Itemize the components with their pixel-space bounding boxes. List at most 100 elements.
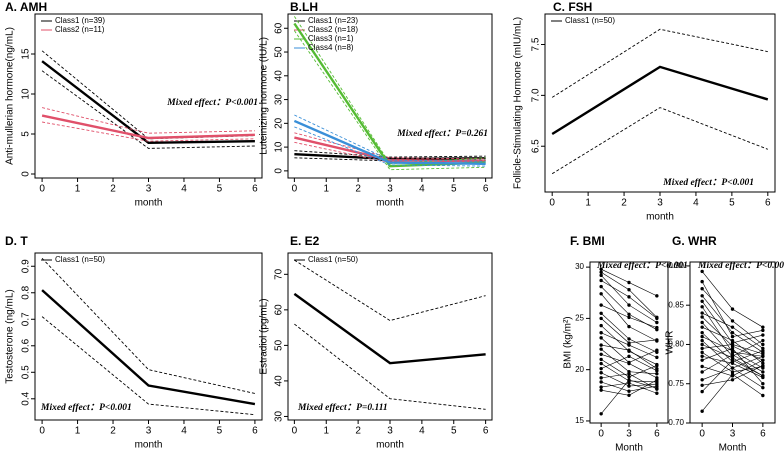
subject-point bbox=[700, 342, 704, 347]
x-tick-label: 4 bbox=[419, 184, 425, 195]
x-tick-label: 6 bbox=[654, 429, 660, 440]
subject-point bbox=[730, 358, 735, 362]
ci-line bbox=[294, 126, 486, 167]
subject-point bbox=[761, 349, 765, 353]
panel-title: A. AMH bbox=[5, 0, 47, 14]
subject-point bbox=[627, 295, 631, 299]
ci-line bbox=[294, 323, 486, 410]
y-tick-label: 7.5 bbox=[531, 37, 542, 51]
x-axis-label: month bbox=[135, 440, 163, 451]
x-tick-label: 1 bbox=[323, 426, 329, 437]
x-tick-label: 2 bbox=[621, 198, 627, 209]
y-tick-label: 60 bbox=[274, 22, 285, 34]
y-tick-label: 0 bbox=[21, 171, 32, 177]
subject-point bbox=[599, 311, 603, 315]
mean-line bbox=[41, 114, 255, 140]
legend-label: Class1 (n=50) bbox=[308, 255, 358, 264]
subject-point bbox=[761, 338, 765, 343]
subject-point bbox=[700, 383, 704, 388]
x-tick-label: 0 bbox=[598, 429, 604, 440]
y-tick-label: 40 bbox=[274, 375, 285, 387]
subject-point bbox=[700, 409, 704, 413]
ci-line bbox=[41, 107, 255, 134]
subject-point bbox=[761, 346, 765, 351]
x-tick-label: 0 bbox=[699, 429, 705, 440]
y-tick-label: 10 bbox=[274, 141, 285, 153]
subject-point bbox=[599, 412, 603, 416]
mean-line bbox=[293, 119, 486, 165]
subject-point bbox=[700, 294, 704, 298]
y-tick-label: 50 bbox=[274, 339, 285, 351]
subject-point bbox=[599, 284, 603, 289]
panel-title: E. E2 bbox=[290, 234, 320, 248]
subject-point bbox=[599, 361, 603, 366]
x-tick-label: 5 bbox=[217, 426, 223, 437]
mean-line bbox=[551, 65, 769, 136]
subject-point bbox=[730, 349, 735, 353]
y-axis-label: Anti-mullerian hormone(ng/mL) bbox=[5, 27, 16, 165]
subject-point bbox=[627, 393, 631, 398]
subject-point bbox=[761, 352, 765, 356]
annotation: Mixed effect：P<0.001 bbox=[40, 403, 132, 413]
x-tick-label: 1 bbox=[323, 184, 329, 195]
subject-point bbox=[700, 378, 704, 382]
subject-point bbox=[700, 338, 704, 343]
subject-point bbox=[761, 358, 765, 362]
y-tick-label: 6.5 bbox=[531, 139, 542, 153]
y-tick-label: 0.80 bbox=[668, 340, 684, 349]
subject-point bbox=[599, 303, 603, 307]
panel-title: F. BMI bbox=[570, 234, 605, 248]
subject-point bbox=[761, 333, 765, 337]
legend-label: Class1 (n=50) bbox=[55, 255, 105, 264]
subject-point bbox=[730, 356, 735, 360]
x-axis-label: month bbox=[135, 198, 163, 209]
x-tick-label: 5 bbox=[729, 198, 735, 209]
subject-point bbox=[627, 375, 631, 379]
x-tick-label: 1 bbox=[75, 426, 81, 437]
subject-point bbox=[730, 370, 735, 374]
subject-point bbox=[655, 355, 659, 360]
ci-line bbox=[294, 30, 486, 171]
ci-line bbox=[294, 150, 486, 158]
subject-point bbox=[730, 334, 735, 339]
y-tick-label: 0.7 bbox=[21, 312, 32, 326]
subject-point bbox=[599, 347, 603, 351]
legend-label: Class3 (n=1) bbox=[308, 34, 354, 43]
subject-point bbox=[761, 328, 765, 333]
subject-point bbox=[761, 370, 765, 374]
y-tick-label: 20 bbox=[274, 117, 285, 129]
subject-point bbox=[599, 371, 603, 375]
ci-line bbox=[41, 50, 255, 140]
subject-point bbox=[761, 325, 765, 329]
ci-line bbox=[42, 121, 255, 142]
x-tick-label: 6 bbox=[483, 184, 489, 195]
x-tick-label: 0 bbox=[292, 184, 298, 195]
x-tick-label: 4 bbox=[693, 198, 699, 209]
annotation: Mixed effect：P=0.111 bbox=[297, 403, 388, 413]
y-tick-label: 70 bbox=[274, 268, 285, 280]
subject-point bbox=[599, 343, 603, 347]
x-tick-label: 6 bbox=[483, 426, 489, 437]
subject-point bbox=[700, 320, 704, 325]
x-axis-label: month bbox=[376, 440, 404, 451]
subject-point bbox=[627, 378, 631, 382]
y-tick-label: 0.5 bbox=[21, 365, 32, 379]
x-tick-label: 2 bbox=[110, 426, 116, 437]
subject-point bbox=[627, 348, 631, 352]
annotation: Mixed effect：P<0.001 bbox=[662, 178, 754, 188]
y-tick-label: 0.8 bbox=[21, 285, 32, 299]
subject-point bbox=[730, 319, 735, 323]
y-tick-label: 50 bbox=[274, 46, 285, 58]
y-tick-label: 0.75 bbox=[668, 379, 684, 388]
panel-title: C. FSH bbox=[553, 0, 592, 14]
subject-point bbox=[655, 325, 659, 330]
x-tick-label: 6 bbox=[252, 184, 258, 195]
subject-point bbox=[599, 388, 603, 392]
y-tick-label: 15 bbox=[575, 416, 584, 425]
subject-point bbox=[655, 372, 659, 376]
subject-point bbox=[700, 269, 704, 274]
x-tick-label: 2 bbox=[355, 426, 361, 437]
subject-point bbox=[627, 343, 631, 347]
subject-point bbox=[700, 389, 704, 394]
